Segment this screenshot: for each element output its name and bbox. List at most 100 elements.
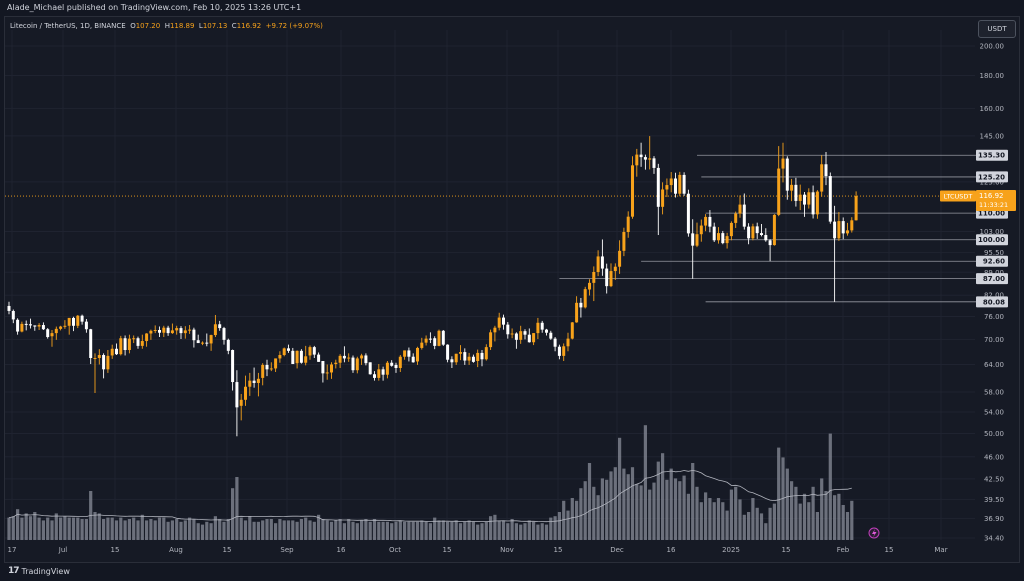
candle-body <box>652 158 656 168</box>
candle-body <box>527 334 531 343</box>
tradingview-logo[interactable]: 17 TradingView <box>8 566 70 576</box>
volume-bar <box>334 520 338 540</box>
candle <box>377 364 381 381</box>
volume-bar <box>50 520 54 540</box>
volume-bar <box>686 493 690 540</box>
candle-body <box>218 324 222 329</box>
candle <box>325 364 329 380</box>
candle <box>269 362 273 372</box>
symbol-tag-label: LTCUSDT <box>944 193 973 201</box>
candle <box>424 335 428 346</box>
volume-bar <box>802 493 807 540</box>
candle <box>11 309 15 324</box>
candle <box>815 190 819 219</box>
candle <box>231 349 235 391</box>
volume-bar <box>807 502 811 540</box>
candle-body <box>751 226 755 239</box>
candle-body <box>476 352 480 362</box>
candle-body <box>235 382 239 408</box>
price-level-tag-bg <box>976 171 1008 183</box>
volume-bar <box>747 512 751 540</box>
candle-body <box>798 194 802 201</box>
volume-bar <box>514 523 518 540</box>
candle-body <box>463 352 467 361</box>
candle-body <box>41 325 45 330</box>
candle <box>381 366 385 381</box>
price-axis-label: 89.00 <box>984 269 1004 277</box>
volume-bar <box>600 478 604 540</box>
volume-bar <box>317 514 321 540</box>
candle <box>149 329 153 340</box>
candle-body <box>342 355 346 359</box>
candle <box>291 347 295 365</box>
candle-body <box>213 324 217 336</box>
volume-bar <box>381 521 385 540</box>
candle <box>127 334 131 354</box>
volume-bar <box>609 471 613 540</box>
candle <box>846 222 849 236</box>
candle-body <box>416 347 419 362</box>
candle <box>385 361 389 379</box>
volume-bar <box>433 517 437 540</box>
candle-body <box>622 232 626 251</box>
volume-bar <box>424 521 428 540</box>
candle <box>420 337 424 350</box>
candle <box>643 154 647 170</box>
candle <box>674 172 677 198</box>
candle-body <box>437 330 441 346</box>
candle <box>123 335 127 356</box>
volume-bar <box>106 517 110 540</box>
currency-button[interactable]: USDT <box>978 20 1016 38</box>
ohlc-open-label: O <box>130 22 136 30</box>
candle-body <box>824 164 828 177</box>
candle <box>33 325 37 331</box>
event-bolt-icon[interactable] <box>868 527 880 539</box>
volume-bar <box>390 523 394 540</box>
candle-body <box>29 324 32 326</box>
candle-body <box>704 216 708 226</box>
volume-bar <box>140 514 144 540</box>
volume-bar <box>841 505 845 540</box>
candle <box>811 185 815 219</box>
candle <box>166 325 170 336</box>
volume-bar <box>37 517 41 540</box>
volume-bar <box>110 517 114 540</box>
current-price-bg <box>976 190 1016 212</box>
candle-body <box>360 355 364 359</box>
candle-body <box>540 322 544 330</box>
symbol-tag-bg <box>940 190 976 202</box>
candle-body <box>454 353 458 363</box>
candle <box>196 334 200 344</box>
ohlc-high: H118.89 <box>162 22 195 30</box>
candle-body <box>411 356 415 363</box>
candle-body <box>635 154 639 166</box>
volume-bar <box>261 520 265 540</box>
ohlc-close-value: 116.92 <box>236 22 262 30</box>
candle <box>820 155 824 197</box>
candle-body <box>781 158 785 169</box>
volume-bar <box>618 437 622 540</box>
candle-body <box>807 192 811 205</box>
candle <box>622 227 626 257</box>
candle <box>463 348 467 365</box>
candle <box>807 188 811 209</box>
candle <box>72 316 75 332</box>
price-axis-label: 76.00 <box>984 313 1004 321</box>
candle-body <box>102 355 106 370</box>
candle <box>497 312 501 331</box>
volume-bar <box>162 517 166 540</box>
candle <box>351 355 355 373</box>
candle-body <box>433 338 437 346</box>
candle <box>467 352 471 365</box>
candle-body <box>226 339 230 351</box>
candle-body <box>373 374 376 378</box>
candle-body <box>459 352 462 354</box>
volume-bar <box>299 519 303 540</box>
candle <box>618 240 622 274</box>
candle <box>682 172 686 196</box>
volume-bar <box>437 520 441 540</box>
volume-bar <box>519 524 523 540</box>
candle-body <box>790 184 794 191</box>
candle-body <box>295 350 299 364</box>
